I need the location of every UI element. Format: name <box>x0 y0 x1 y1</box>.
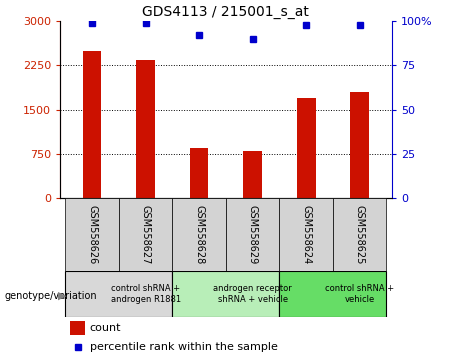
Text: genotype/variation: genotype/variation <box>5 291 97 301</box>
Bar <box>190 148 208 198</box>
Text: GSM558624: GSM558624 <box>301 205 311 264</box>
Text: GSM558628: GSM558628 <box>194 205 204 264</box>
Text: GSM558625: GSM558625 <box>355 205 365 264</box>
Bar <box>333 198 386 271</box>
Bar <box>136 59 155 198</box>
Title: GDS4113 / 215001_s_at: GDS4113 / 215001_s_at <box>142 5 309 19</box>
Bar <box>119 198 172 271</box>
Text: control shRNA +
androgen R1881: control shRNA + androgen R1881 <box>111 284 181 303</box>
Text: GSM558627: GSM558627 <box>141 205 151 264</box>
Bar <box>243 151 262 198</box>
Bar <box>70 321 85 335</box>
Text: GSM558626: GSM558626 <box>87 205 97 264</box>
Text: count: count <box>90 323 121 333</box>
Text: ▶: ▶ <box>58 291 66 301</box>
Text: control shRNA +
vehicle: control shRNA + vehicle <box>325 284 394 303</box>
Bar <box>65 198 119 271</box>
Bar <box>226 198 279 271</box>
Bar <box>350 92 369 198</box>
Bar <box>83 51 101 198</box>
Bar <box>65 271 172 317</box>
Text: androgen receptor
shRNA + vehicle: androgen receptor shRNA + vehicle <box>213 284 292 303</box>
Text: percentile rank within the sample: percentile rank within the sample <box>90 342 278 352</box>
Text: GSM558629: GSM558629 <box>248 205 258 264</box>
Bar <box>279 271 386 317</box>
Bar <box>172 198 226 271</box>
Bar <box>279 198 333 271</box>
Bar <box>172 271 279 317</box>
Bar <box>297 98 316 198</box>
